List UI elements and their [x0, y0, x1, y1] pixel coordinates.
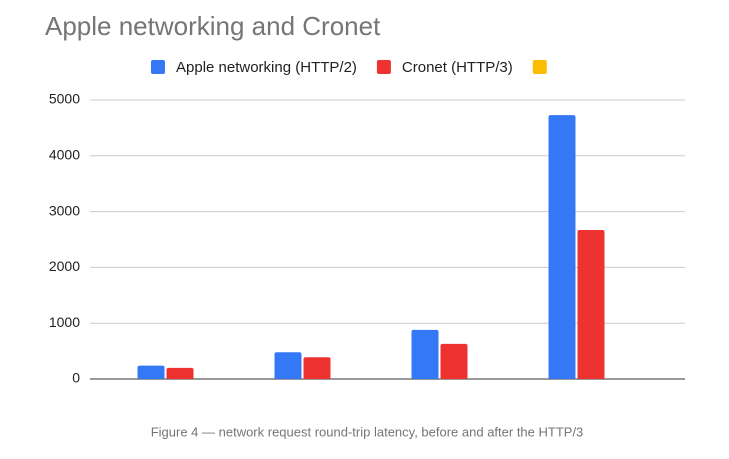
y-tick-label: 1000 — [49, 314, 80, 330]
y-tick-label: 0 — [72, 370, 80, 386]
legend-swatch — [151, 60, 165, 74]
bar — [303, 357, 331, 379]
chart-title: Apple networking and Cronet — [45, 11, 381, 41]
legend-swatch — [532, 60, 547, 74]
legend-label: Cronet (HTTP/3) — [402, 59, 513, 76]
bar — [166, 367, 194, 379]
bar — [274, 352, 302, 379]
bar — [137, 365, 165, 379]
y-tick-label: 2000 — [49, 258, 80, 274]
legend-label: Apple networking (HTTP/2) — [176, 59, 357, 76]
bar — [577, 230, 605, 379]
caption: Figure 4 — network request round-trip la… — [151, 424, 584, 439]
bar — [440, 343, 468, 379]
bar — [548, 115, 576, 379]
y-tick-label: 3000 — [49, 202, 80, 218]
y-tick-label: 5000 — [49, 91, 80, 107]
bar — [411, 329, 439, 379]
y-tick-label: 4000 — [49, 147, 80, 163]
legend-swatch — [376, 60, 391, 74]
